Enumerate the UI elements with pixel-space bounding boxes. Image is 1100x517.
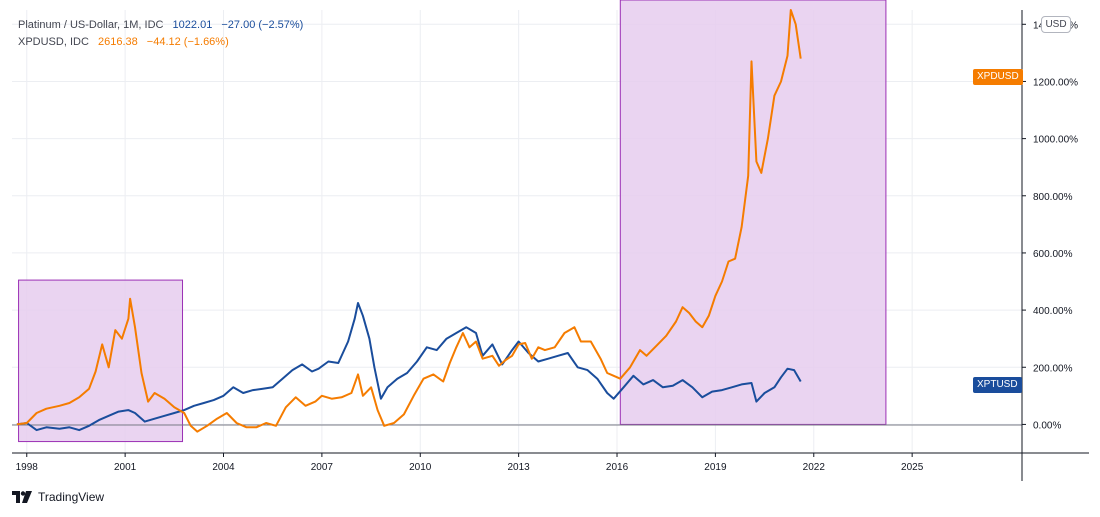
- tradingview-logo-icon: [12, 491, 32, 503]
- x-tick-label: 2004: [212, 462, 235, 473]
- xpdusd-price-badge: XPDUSD: [973, 69, 1023, 85]
- x-tick-label: 1998: [16, 462, 39, 473]
- xptusd-line: [16, 302, 802, 432]
- highlight-rectangle: [18, 279, 184, 443]
- y-tick-label: 200.00%: [1033, 363, 1073, 374]
- legend-last-value: 2616.38: [97, 36, 138, 48]
- x-tick-label: 2019: [704, 462, 727, 473]
- y-tick-label: 400.00%: [1033, 306, 1073, 317]
- legend-row-platinum[interactable]: Platinum / US-Dollar, 1M, IDC 1022.01 −2…: [18, 17, 303, 34]
- y-tick-label: 0.00%: [1033, 420, 1061, 431]
- y-tick-label: 600.00%: [1033, 249, 1073, 260]
- footer-branding[interactable]: TradingView: [12, 490, 104, 504]
- highlight-regions: [18, 0, 887, 443]
- x-tick-label: 2001: [114, 462, 137, 473]
- series-lines: [16, 9, 802, 433]
- legend-last-value: 1022.01: [172, 19, 213, 31]
- x-tick-label: 2013: [508, 462, 531, 473]
- y-axis-ticks: 0.00% 200.00% 400.00% 600.00% 800.00% 1000.00…: [1022, 20, 1078, 431]
- brand-name: TradingView: [38, 490, 105, 504]
- highlight-rectangle: [619, 0, 887, 425]
- gridlines: [12, 10, 1022, 453]
- x-axis-ticks: 1998 2001 2004 2007 2010 2013 2016 2019 2022 2025: [16, 453, 924, 473]
- x-tick-label: 2010: [409, 462, 432, 473]
- legend: Platinum / US-Dollar, 1M, IDC 1022.01 −2…: [18, 17, 303, 51]
- xpdusd-line: [16, 9, 802, 433]
- y-tick-label: 1000.00%: [1033, 135, 1078, 146]
- legend-row-palladium[interactable]: XPDUSD, IDC 2616.38 −44.12 (−1.66%): [18, 34, 303, 51]
- legend-change-value: −27.00 (−2.57%): [221, 19, 304, 31]
- y-tick-label: 800.00%: [1033, 192, 1073, 203]
- y-tick-label: 1200.00%: [1033, 77, 1078, 88]
- legend-series-name: Platinum / US-Dollar, 1M, IDC: [18, 19, 164, 31]
- x-tick-label: 2016: [606, 462, 629, 473]
- x-tick-label: 2007: [311, 462, 334, 473]
- currency-button[interactable]: USD: [1041, 16, 1071, 33]
- legend-series-name: XPDUSD, IDC: [18, 36, 89, 48]
- x-tick-label: 2025: [901, 462, 924, 473]
- xptusd-price-badge: XPTUSD: [973, 377, 1022, 393]
- legend-change-value: −44.12 (−1.66%): [146, 36, 229, 48]
- x-tick-label: 2022: [803, 462, 826, 473]
